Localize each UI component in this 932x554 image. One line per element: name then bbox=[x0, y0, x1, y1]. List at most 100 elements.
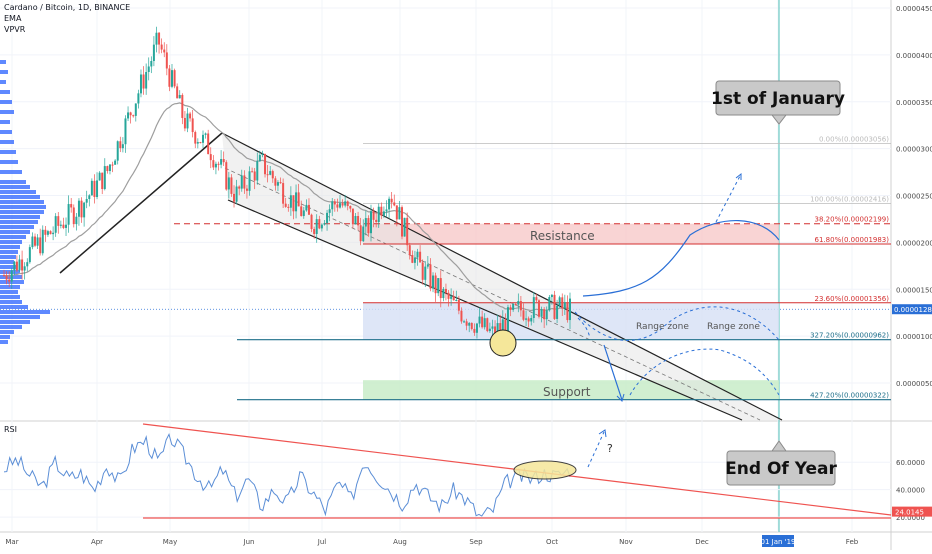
vpvr-bar bbox=[0, 150, 16, 154]
candle-body bbox=[75, 216, 78, 225]
range-zone-label-2: Range zone bbox=[707, 322, 760, 332]
callout-end-of-year[interactable]: End Of Year bbox=[725, 440, 837, 486]
candle-body bbox=[486, 318, 489, 332]
candle-body bbox=[566, 302, 569, 321]
vpvr-bar bbox=[0, 300, 22, 304]
candle-body bbox=[494, 326, 497, 336]
candle-body bbox=[522, 310, 525, 320]
candle-body bbox=[282, 183, 285, 204]
rsi-tick-label: 20.0000 bbox=[896, 514, 925, 522]
candle-body bbox=[501, 319, 504, 330]
vpvr-bar bbox=[0, 270, 20, 274]
candle-body bbox=[261, 153, 264, 155]
candle-body bbox=[369, 211, 372, 234]
candle-body bbox=[452, 296, 455, 301]
candle-body bbox=[424, 266, 427, 280]
rsi-value-label: 24.0145 bbox=[895, 509, 924, 517]
vpvr-bar bbox=[0, 195, 40, 199]
time-axis[interactable]: Mar Apr May Jun Jul Aug Sep Oct Nov Dec 01 Jan '19… bbox=[5, 535, 859, 547]
candle-body bbox=[225, 162, 228, 190]
candle-body bbox=[13, 261, 16, 271]
candle-body bbox=[393, 202, 396, 206]
rsi-arrowhead bbox=[598, 429, 607, 438]
candle-body bbox=[499, 323, 502, 330]
candle-body bbox=[530, 318, 533, 322]
candle-body bbox=[8, 279, 11, 282]
vpvr-bar bbox=[0, 100, 12, 104]
candle-body bbox=[287, 206, 290, 208]
time-tick-label: Feb bbox=[846, 538, 859, 546]
bearish-arrowhead bbox=[616, 393, 625, 402]
candle-body bbox=[473, 328, 476, 333]
candle-body bbox=[481, 316, 484, 328]
channel-layer bbox=[59, 132, 783, 421]
indicator-vpvr-label[interactable]: VPVR bbox=[4, 25, 26, 34]
callout-first-of-january[interactable]: 1st of January bbox=[711, 80, 845, 125]
rsi-arrow-line bbox=[587, 431, 605, 468]
candle-body bbox=[121, 144, 124, 149]
vpvr-bar bbox=[0, 265, 16, 269]
candle-body bbox=[23, 266, 26, 271]
resistance-zone bbox=[363, 223, 779, 244]
time-tick-label: Jul bbox=[317, 538, 327, 546]
rsi-value-tag bbox=[892, 506, 932, 517]
candle-body bbox=[170, 70, 173, 87]
support-label: Support bbox=[543, 385, 591, 399]
rsi-label[interactable]: RSI bbox=[4, 425, 17, 434]
candle-body bbox=[561, 297, 564, 309]
candle-body bbox=[318, 219, 321, 229]
candle-body bbox=[67, 204, 70, 225]
candle-body bbox=[230, 177, 233, 194]
candle-body bbox=[258, 154, 261, 162]
candle-body bbox=[243, 175, 246, 189]
candle-body bbox=[160, 44, 163, 50]
fib-label: 23.60%(0.00001356) bbox=[815, 295, 890, 303]
vpvr-bar bbox=[0, 210, 44, 214]
candle-body bbox=[62, 224, 65, 228]
candle-body bbox=[468, 322, 471, 326]
candle-body bbox=[264, 153, 267, 175]
vpvr-bar bbox=[0, 245, 20, 249]
vpvr-bar bbox=[0, 190, 36, 194]
callout-bottom-pointer bbox=[771, 440, 787, 452]
fib-label: 427.20%(0.00000322) bbox=[810, 392, 889, 400]
candle-body bbox=[403, 217, 406, 237]
vpvr-bar bbox=[0, 90, 10, 94]
candle-body bbox=[59, 224, 62, 226]
candle-body bbox=[119, 141, 122, 149]
candle-body bbox=[388, 198, 391, 210]
candle-body bbox=[506, 307, 509, 333]
candle-body bbox=[5, 275, 8, 280]
candle-body bbox=[34, 236, 37, 246]
vpvr-bar bbox=[0, 235, 26, 239]
callout-top-text: 1st of January bbox=[711, 89, 845, 109]
candle-body bbox=[93, 180, 96, 198]
candle-body bbox=[313, 229, 316, 234]
candle-body bbox=[421, 262, 424, 280]
candle-body bbox=[338, 203, 341, 208]
candle-body bbox=[398, 207, 401, 220]
candle-body bbox=[220, 159, 223, 165]
candle-body bbox=[432, 275, 435, 289]
candle-body bbox=[209, 154, 212, 161]
vpvr-bar bbox=[0, 310, 50, 314]
candle-body bbox=[556, 305, 559, 319]
candle-body bbox=[359, 225, 362, 242]
candle-body bbox=[49, 231, 52, 235]
short-dip-arrow bbox=[577, 317, 591, 339]
indicator-ema-label[interactable]: EMA bbox=[4, 14, 22, 23]
rsi-highlight-ellipse bbox=[513, 460, 577, 480]
vpvr-bar bbox=[0, 130, 12, 134]
candle-body bbox=[72, 207, 75, 225]
candle-body bbox=[390, 198, 393, 203]
range-projection-curve bbox=[574, 306, 780, 341]
candle-body bbox=[21, 259, 24, 271]
vpvr-bar bbox=[0, 70, 8, 74]
